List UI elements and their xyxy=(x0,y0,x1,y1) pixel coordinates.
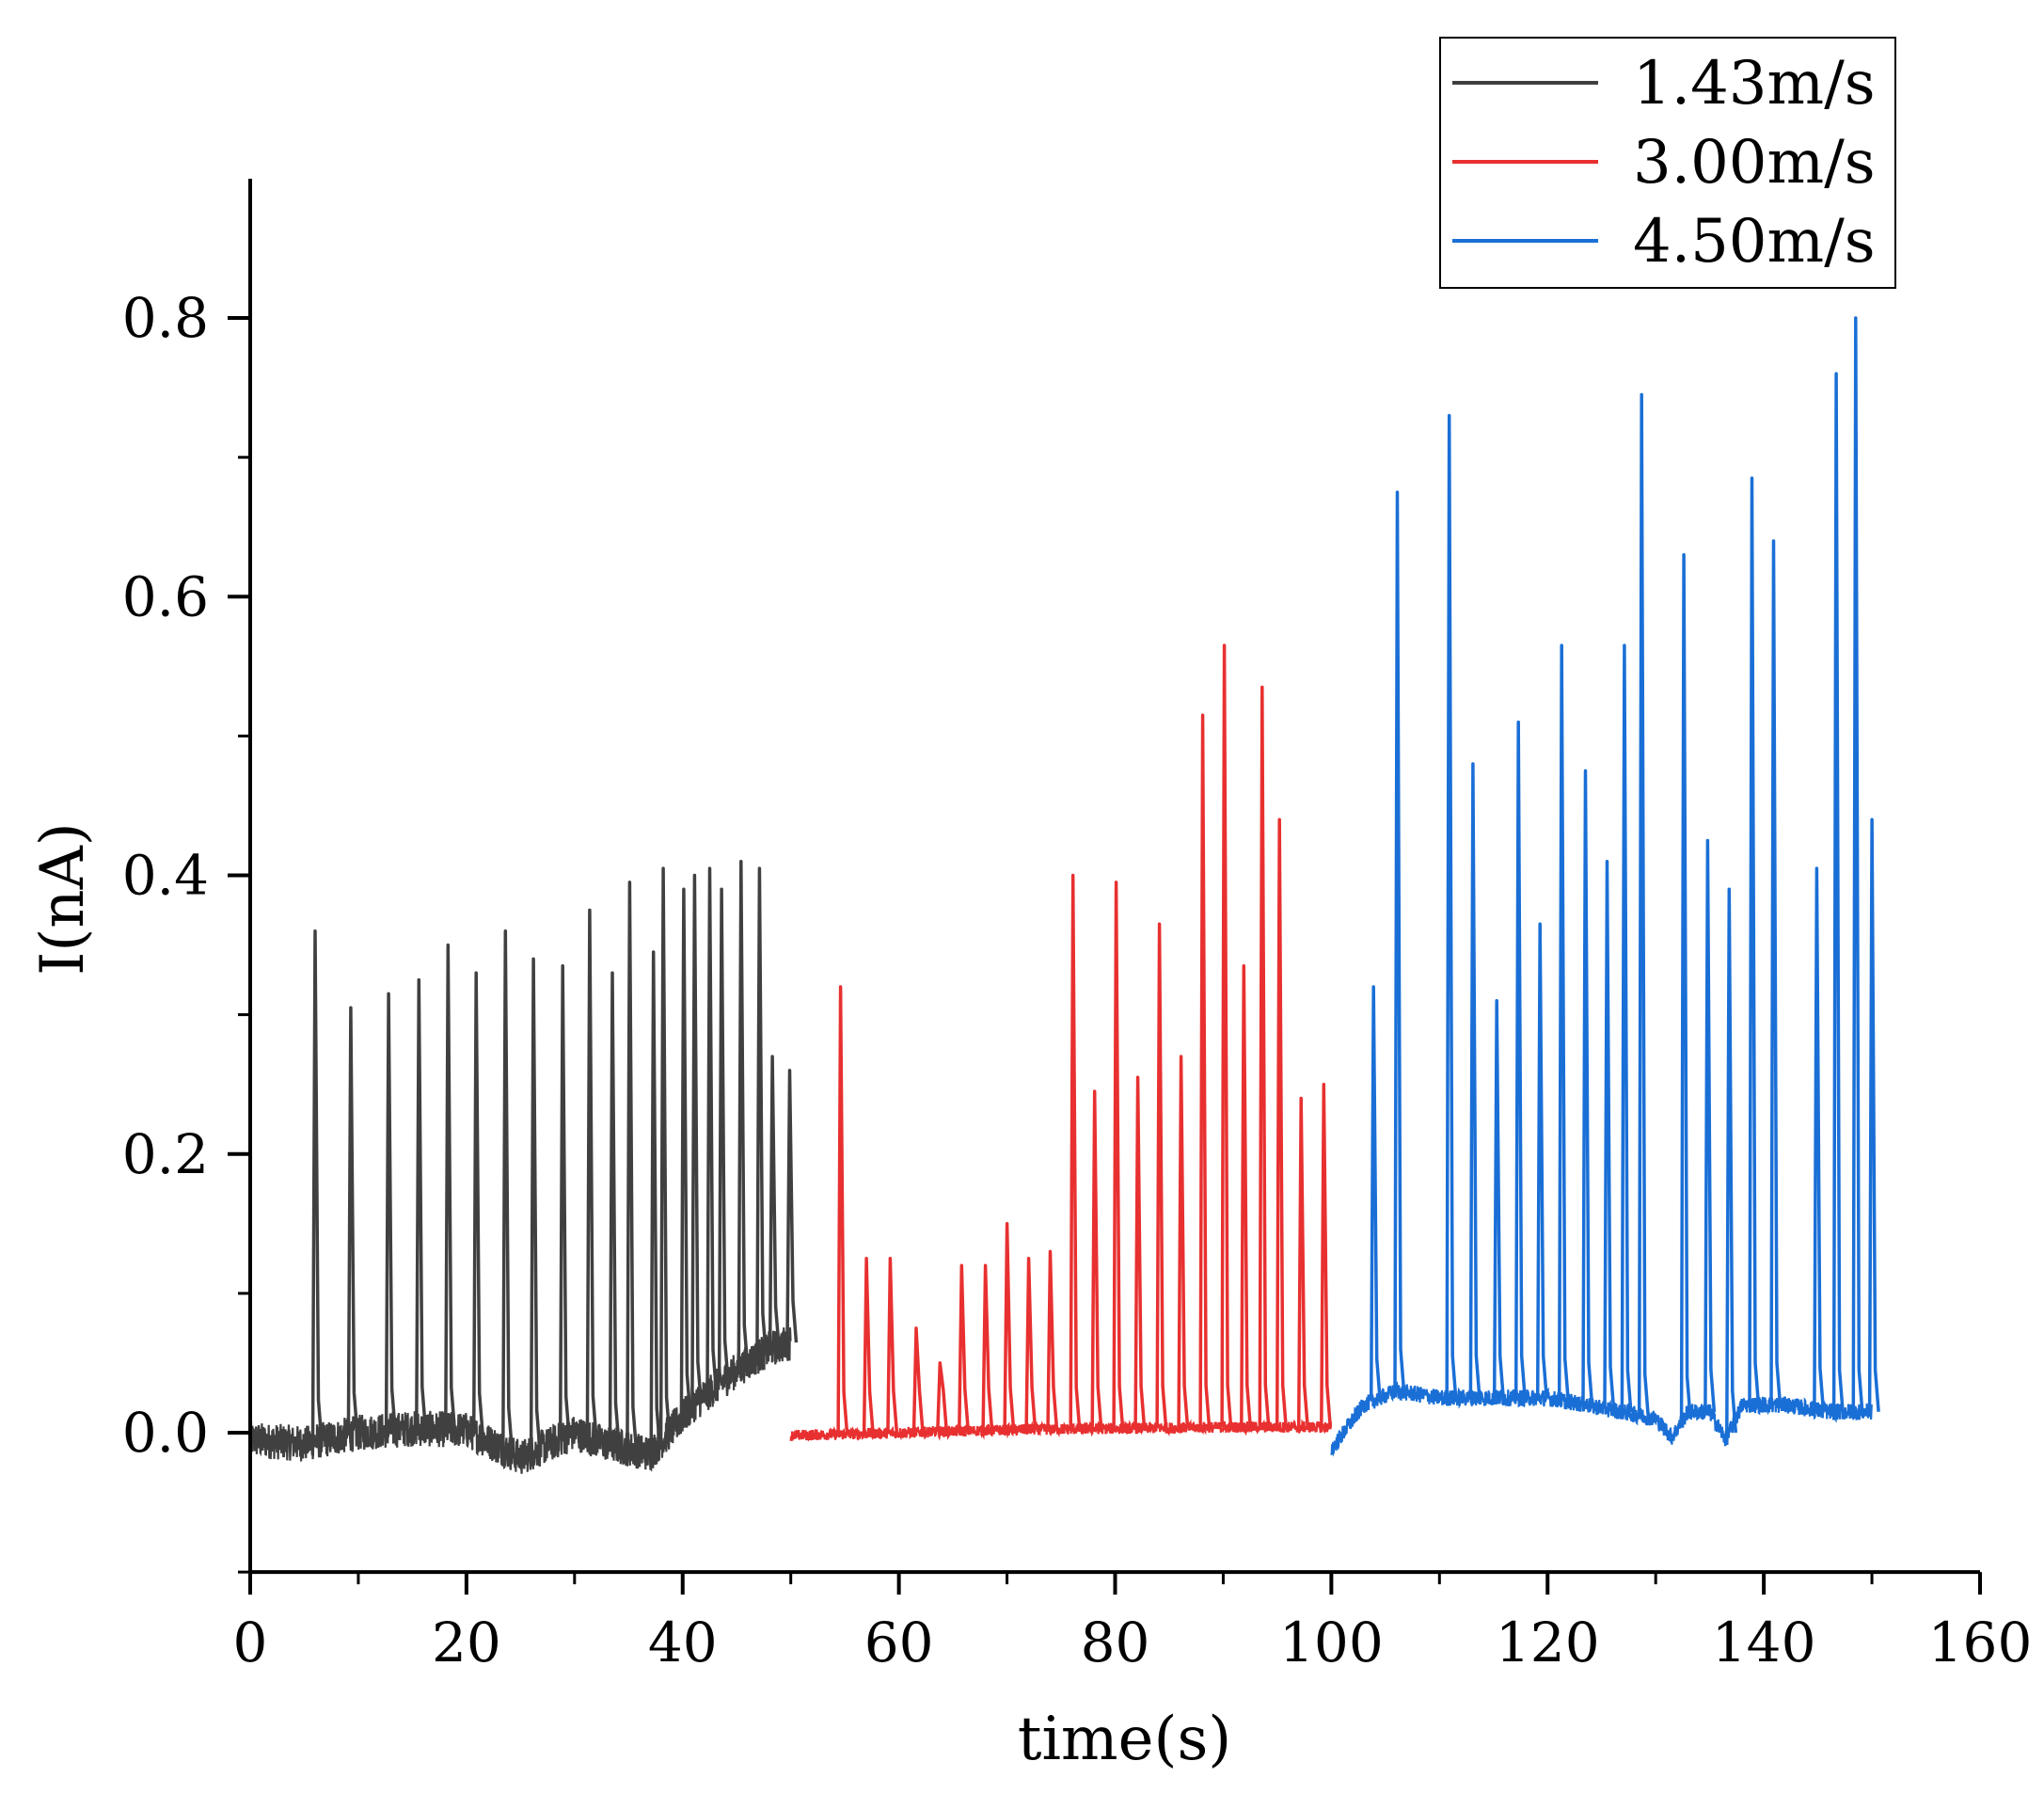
x-tick-label: 100 xyxy=(1279,1611,1384,1674)
peak-spike xyxy=(936,1361,949,1433)
peak-spike xyxy=(658,866,672,1439)
legend-label: 4.50m/s xyxy=(1633,207,1876,277)
peak-spike xyxy=(1393,490,1406,1391)
peak-spike xyxy=(1445,413,1458,1399)
peak-spike xyxy=(1492,999,1505,1399)
peak-spike xyxy=(346,1006,359,1435)
y-tick-label: 0.4 xyxy=(122,844,209,908)
peak-spike xyxy=(626,881,639,1450)
peak-spike xyxy=(1620,643,1633,1413)
peak-spike xyxy=(1813,866,1826,1410)
x-tick-label: 160 xyxy=(1928,1611,2033,1674)
x-tick-label: 20 xyxy=(432,1611,501,1674)
peak-spike xyxy=(1133,1075,1147,1429)
peak-spike xyxy=(1725,887,1738,1434)
peak-spike xyxy=(1369,985,1382,1402)
peak-spike xyxy=(862,1257,875,1435)
peak-spike xyxy=(1240,964,1253,1428)
peak-spike xyxy=(384,992,397,1431)
peak-spike xyxy=(1831,372,1845,1412)
series-1 xyxy=(248,859,799,1474)
peak-spike xyxy=(886,1257,899,1434)
peak-spike xyxy=(1198,713,1212,1428)
peak-spike xyxy=(755,866,768,1356)
peak-spike xyxy=(1513,720,1527,1399)
series-trace xyxy=(1330,1380,1873,1457)
peak-spike xyxy=(1090,1089,1103,1429)
peak-spike xyxy=(911,1326,925,1433)
peak-spike xyxy=(501,929,515,1451)
peak-spike xyxy=(1177,1055,1190,1428)
peak-spike xyxy=(1535,922,1548,1399)
series-3 xyxy=(1330,316,1880,1457)
peak-spike xyxy=(717,887,730,1383)
legend: 1.43m/s 3.00m/s 4.50m/s xyxy=(1439,37,1896,289)
series-layer xyxy=(248,316,1880,1474)
series-2 xyxy=(789,643,1333,1442)
peak-spike xyxy=(1748,476,1761,1405)
peak-spike xyxy=(1769,539,1783,1405)
peak-spike xyxy=(1258,685,1271,1428)
peak-spike xyxy=(785,1069,799,1343)
peak-spike xyxy=(415,977,428,1429)
x-tick-label: 120 xyxy=(1496,1611,1600,1674)
series-trace xyxy=(248,1326,792,1474)
peak-spike xyxy=(1581,769,1594,1405)
peak-spike xyxy=(705,866,719,1392)
peak-spike xyxy=(1468,762,1482,1399)
peak-spike xyxy=(981,1263,994,1431)
peak-spike xyxy=(1557,643,1570,1401)
peak-spike xyxy=(649,950,662,1451)
peak-spike xyxy=(1275,817,1288,1428)
peak-spike xyxy=(529,957,542,1452)
peak-spike xyxy=(1637,392,1650,1417)
peak-spike xyxy=(737,859,750,1368)
peak-spike xyxy=(836,985,849,1435)
x-tick-label: 140 xyxy=(1712,1611,1816,1674)
legend-label: 1.43m/s xyxy=(1633,49,1876,119)
peak-spike xyxy=(608,971,621,1446)
peak-spike xyxy=(679,887,692,1417)
y-axis-title: I(nA) xyxy=(28,822,98,976)
peak-spike xyxy=(1851,316,1864,1412)
peak-spike xyxy=(1703,838,1717,1412)
peak-spike xyxy=(958,1263,971,1432)
y-tick-label: 0.6 xyxy=(122,564,209,628)
x-axis-title: time(s) xyxy=(1018,1705,1232,1774)
legend-label: 3.00m/s xyxy=(1633,128,1876,198)
peak-spike xyxy=(1320,1082,1333,1428)
x-tick-label: 0 xyxy=(233,1611,268,1674)
peak-spike xyxy=(310,929,324,1442)
y-tick-label: 0.2 xyxy=(122,1122,209,1186)
peak-spike xyxy=(1603,859,1616,1409)
peak-spike xyxy=(1046,1249,1059,1430)
peak-spike xyxy=(1155,922,1168,1429)
x-tick-label: 40 xyxy=(648,1611,718,1674)
peak-spike xyxy=(558,964,571,1439)
peak-spike xyxy=(1220,643,1233,1428)
x-tick-label: 60 xyxy=(864,1611,934,1674)
peak-spike xyxy=(1069,873,1082,1430)
peak-spike xyxy=(1112,881,1125,1429)
peak-spike xyxy=(471,971,484,1436)
peak-spike xyxy=(1867,817,1880,1412)
peak-spike xyxy=(1679,553,1692,1420)
series-trace xyxy=(789,1419,1333,1442)
y-tick-label: 0.0 xyxy=(122,1401,209,1465)
peak-spike xyxy=(1003,1222,1016,1431)
peak-spike xyxy=(1296,1096,1309,1428)
peak-spike xyxy=(1024,1257,1038,1430)
peak-spike xyxy=(444,943,457,1430)
x-tick-label: 80 xyxy=(1081,1611,1150,1674)
peak-spike xyxy=(690,873,704,1404)
peak-spike xyxy=(768,1055,781,1349)
y-tick-label: 0.8 xyxy=(122,286,209,350)
ticks: 0 20 40 60 80 100 120 140 160 0.0 0.2 0.4 0.6 0.8 xyxy=(122,286,2033,1674)
peak-spike xyxy=(585,908,598,1438)
